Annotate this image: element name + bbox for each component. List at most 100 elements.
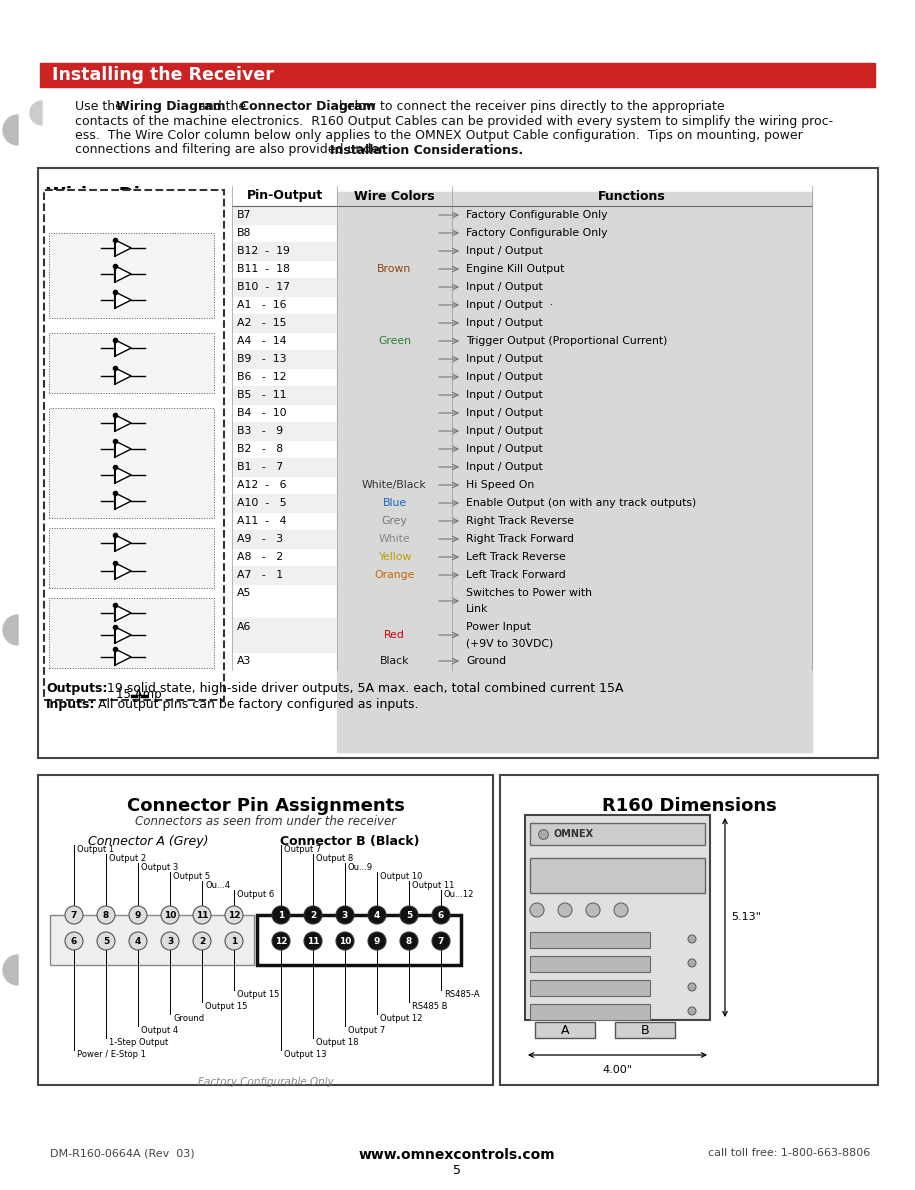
Text: Input / Output: Input / Output [466,353,543,364]
Text: 10: 10 [339,937,351,946]
Text: Output 1: Output 1 [77,845,114,854]
Text: B9   -  13: B9 - 13 [237,353,286,364]
Text: A11  -   4: A11 - 4 [237,516,286,526]
Text: Input / Output: Input / Output [466,408,543,418]
Text: R160 Receiver: R160 Receiver [50,208,135,221]
Bar [232,314,337,332]
Text: Output 10: Output 10 [380,872,423,881]
Text: Output 11: Output 11 [412,881,455,890]
Bar [615,1022,675,1038]
Circle shape [272,906,290,923]
Text: Connector Diagram: Connector Diagram [240,100,375,113]
Text: 9: 9 [374,937,381,946]
Circle shape [193,906,211,923]
Text: and the: and the [194,100,251,113]
Wedge shape [3,956,18,985]
Bar [500,775,878,1085]
Bar [40,63,875,87]
Text: Output 12: Output 12 [380,1014,423,1023]
Text: B7: B7 [237,209,252,220]
Circle shape [432,906,450,923]
Text: 2: 2 [199,937,205,946]
Circle shape [586,903,600,917]
Text: Output 5: Output 5 [173,872,210,881]
Text: Ground: Ground [173,1014,204,1023]
Circle shape [400,906,418,923]
Text: 5: 5 [102,937,109,946]
Bar [50,915,254,965]
Text: 2: 2 [310,910,316,920]
Text: 7: 7 [437,937,444,946]
Text: Left Track Forward: Left Track Forward [466,570,565,580]
Text: A9   -   3: A9 - 3 [237,534,283,544]
Text: Use the: Use the [75,100,127,113]
Text: Wiring Diagram: Wiring Diagram [46,186,204,203]
Bar [232,350,337,368]
Text: ess.  The Wire Color column below only applies to the OMNEX Output Cable configu: ess. The Wire Color column below only ap… [75,129,802,142]
Polygon shape [115,466,131,483]
Text: Enable Output (on with any track outputs): Enable Output (on with any track outputs… [466,497,696,508]
Text: 6: 6 [438,910,444,920]
Polygon shape [115,649,131,665]
Text: 1-Step Output: 1-Step Output [109,1038,168,1047]
Text: RS485-A: RS485-A [444,990,479,998]
Bar [232,618,337,652]
Text: B12  -  19: B12 - 19 [237,246,290,256]
Polygon shape [115,493,131,509]
Text: 15 Amp: 15 Amp [116,688,162,701]
Text: Internal Wiring: Internal Wiring [50,223,137,234]
Text: Input / Output: Input / Output [466,462,543,472]
Text: Output 7: Output 7 [348,1026,385,1035]
Text: Hi Speed On: Hi Speed On [466,480,534,490]
Text: www.omnexcontrols.com: www.omnexcontrols.com [359,1148,555,1161]
Text: B8: B8 [237,228,252,238]
Text: A3: A3 [237,656,252,666]
Bar [38,775,493,1085]
Text: Connector B (Black): Connector B (Black) [280,835,420,848]
Text: Outputs:: Outputs: [46,682,107,695]
Circle shape [336,932,354,950]
Text: Red: Red [384,630,405,640]
Text: Ou...12: Ou...12 [444,890,474,898]
Text: A1   -  16: A1 - 16 [237,300,286,311]
Circle shape [432,932,450,950]
Bar [530,1004,650,1020]
Polygon shape [115,563,131,580]
Bar [49,333,214,393]
Text: Input / Output: Input / Output [466,390,543,400]
Text: B2   -   8: B2 - 8 [237,444,283,455]
Polygon shape [115,415,131,431]
Circle shape [65,932,83,950]
Text: 11: 11 [307,937,319,946]
Text: Input / Output: Input / Output [466,246,543,256]
Text: A4   -  14: A4 - 14 [237,336,286,346]
Circle shape [688,983,696,991]
Text: Wire Colors: Wire Colors [354,189,435,202]
Bar [232,566,337,584]
Text: Output 4: Output 4 [141,1026,178,1035]
Circle shape [688,1007,696,1015]
Text: Right Track Forward: Right Track Forward [466,534,574,544]
Text: Output 15: Output 15 [205,1002,247,1012]
Text: 3: 3 [342,910,348,920]
Circle shape [400,932,418,950]
Text: 12: 12 [228,910,241,920]
Text: Pin-Output: Pin-Output [246,189,323,202]
Text: 5: 5 [453,1164,461,1177]
Text: A7   -   1: A7 - 1 [237,570,283,580]
Text: below to connect the receiver pins directly to the appropriate: below to connect the receiver pins direc… [335,100,725,113]
Text: 7: 7 [70,910,77,920]
Text: Power / E-Stop 1: Power / E-Stop 1 [77,1050,145,1059]
Text: All output pins can be factory configured as inputs.: All output pins can be factory configure… [94,699,418,710]
Text: Factory Configurable Only: Factory Configurable Only [198,1077,333,1086]
Text: DM-R160-0664A (Rev  03): DM-R160-0664A (Rev 03) [50,1148,195,1158]
Text: B11  -  18: B11 - 18 [237,264,290,274]
Text: Input / Output: Input / Output [466,372,543,382]
Bar [530,981,650,996]
Text: Output 2: Output 2 [109,854,146,863]
Text: A2   -  15: A2 - 15 [237,318,286,328]
Circle shape [129,932,147,950]
Text: A6: A6 [237,622,252,632]
Bar [232,206,337,224]
Bar [49,233,214,318]
